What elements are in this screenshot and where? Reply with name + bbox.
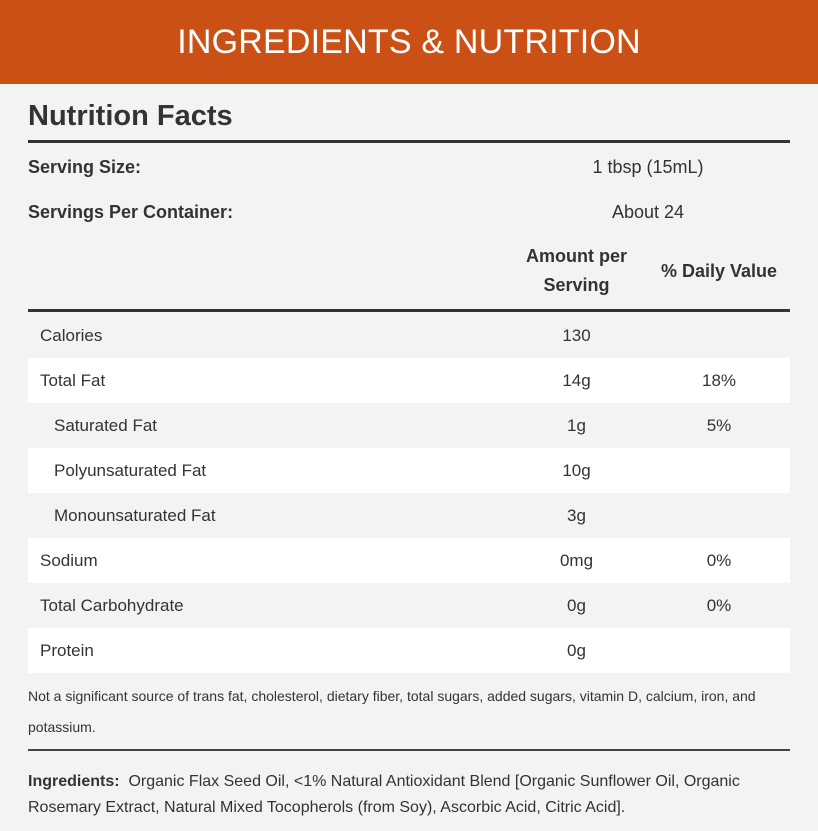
nutrient-name: Polyunsaturated Fat xyxy=(54,460,207,480)
section-header: INGREDIENTS & NUTRITION xyxy=(0,0,818,84)
servings-per-container-label: Servings Per Container: xyxy=(28,202,234,222)
amount-header-line2: Serving xyxy=(543,275,610,295)
nutrient-amount: 3g xyxy=(567,505,586,525)
header-divider xyxy=(28,309,790,312)
nutrient-daily-value: 18% xyxy=(701,370,737,390)
nutrient-name: Monounsaturated Fat xyxy=(54,505,216,525)
nutrient-amount: 130 xyxy=(562,325,591,345)
nutrient-daily-value: 5% xyxy=(706,415,732,435)
title-divider xyxy=(28,140,790,143)
nutrient-amount: 0g xyxy=(567,640,586,660)
nutrient-amount: 0mg xyxy=(559,550,594,570)
table-row: Total Fat 14g 18% xyxy=(28,358,790,403)
footnote: Not a significant source of trans fat, c… xyxy=(28,688,756,735)
nutrient-daily-value: 0% xyxy=(706,550,732,570)
table-row: Calories 130 xyxy=(28,313,790,358)
servings-per-container-value: About 24 xyxy=(611,202,685,222)
ingredients: Ingredients: Organic Flax Seed Oil, <1% … xyxy=(28,769,790,821)
nutrient-name: Total Fat xyxy=(40,370,106,390)
amount-per-serving-header: Amount per Serving xyxy=(508,242,645,300)
table-row: Saturated Fat 1g 5% xyxy=(28,403,790,448)
nutrient-amount: 0g xyxy=(567,595,586,615)
serving-size-value: 1 tbsp (15mL) xyxy=(592,157,704,177)
nutrient-name: Saturated Fat xyxy=(54,415,158,435)
nutrient-amount: 14g xyxy=(562,370,591,390)
table-row: Protein 0g xyxy=(28,628,790,673)
section-title: INGREDIENTS & NUTRITION xyxy=(177,22,641,61)
nutrient-name: Protein xyxy=(40,640,94,660)
ingredients-text: Organic Flax Seed Oil, <1% Natural Antio… xyxy=(28,773,740,816)
nutrient-amount: 10g xyxy=(562,460,591,480)
amount-header-line1: Amount per xyxy=(526,246,627,266)
table-row: Total Carbohydrate 0g 0% xyxy=(28,583,790,628)
ingredients-label: Ingredients: xyxy=(28,773,120,790)
nutrient-name: Total Carbohydrate xyxy=(40,595,184,615)
table-row: Sodium 0mg 0% xyxy=(28,538,790,583)
nutrition-facts-title: Nutrition Facts xyxy=(28,100,233,132)
table-row: Polyunsaturated Fat 10g xyxy=(28,448,790,493)
nutrient-name: Sodium xyxy=(40,550,98,570)
serving-size-label: Serving Size: xyxy=(28,157,142,177)
daily-value-header: % Daily Value xyxy=(660,261,778,281)
table-row: Monounsaturated Fat 3g xyxy=(28,493,790,538)
nutrient-daily-value: 0% xyxy=(706,595,732,615)
footnote-divider xyxy=(28,749,790,751)
nutrient-name: Calories xyxy=(40,325,103,345)
nutrient-amount: 1g xyxy=(567,415,586,435)
